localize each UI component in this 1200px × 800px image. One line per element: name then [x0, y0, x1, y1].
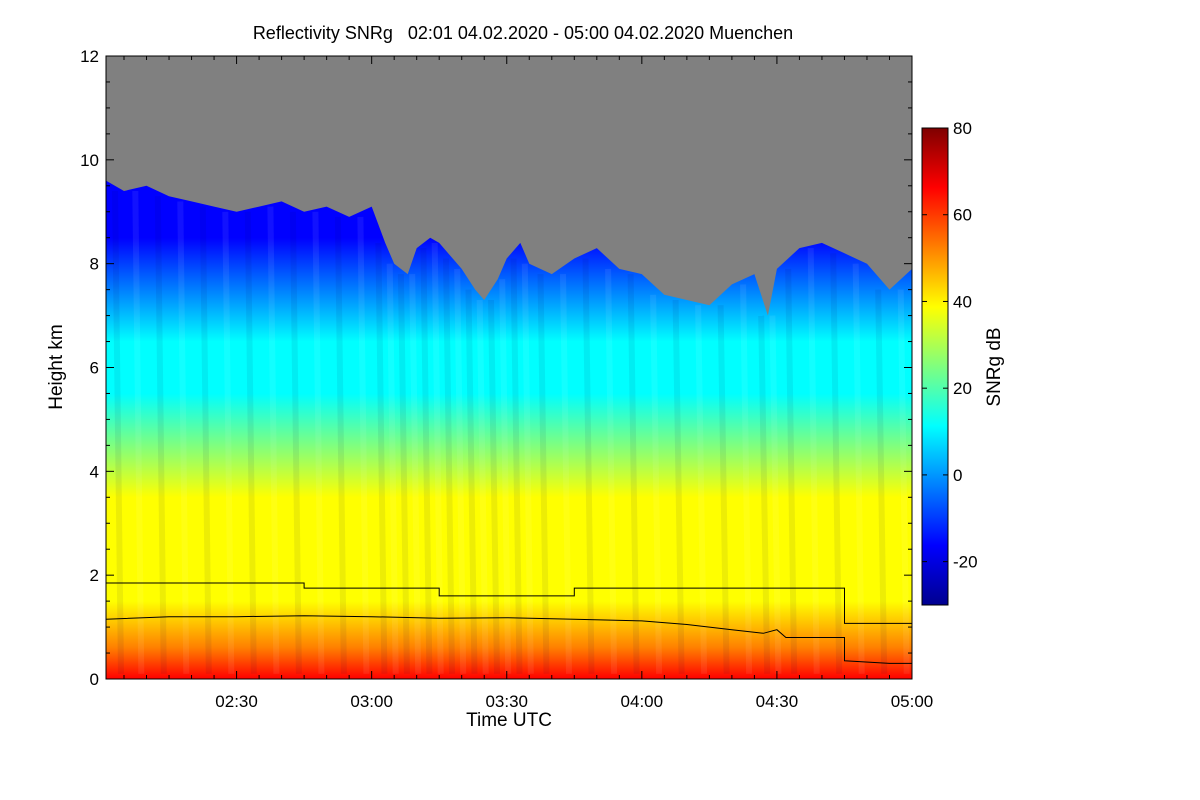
fall-streak — [334, 216, 347, 674]
x-axis: 02:30 03:00 03:30 04:00 04:30 05:00 — [105, 56, 934, 711]
colorbar-tick-label: 80 — [953, 119, 972, 138]
fall-streak — [409, 274, 422, 674]
plot-area — [105, 55, 913, 680]
x-tick-label: 03:30 — [485, 692, 528, 711]
fall-streak — [582, 258, 595, 674]
fall-streak — [312, 211, 325, 674]
fall-streak — [154, 196, 167, 674]
fall-streak — [465, 289, 478, 674]
colorbar-tick-label: 0 — [953, 466, 962, 485]
reflectivity-field — [106, 180, 912, 679]
colorbar-tick-label: 40 — [953, 292, 972, 311]
fall-streak — [132, 190, 145, 674]
fall-streak — [672, 299, 685, 674]
fall-streak — [717, 305, 730, 674]
y-axis-label: Height km — [46, 324, 67, 410]
fall-streak — [560, 274, 572, 674]
fall-streak — [740, 284, 753, 674]
fall-streak — [758, 315, 771, 674]
fall-streak — [244, 211, 257, 674]
fall-streak — [112, 190, 124, 674]
y-tick-label: 0 — [90, 670, 99, 689]
fall-streaks — [112, 190, 910, 674]
colorbar: -20 0 20 40 60 80 SNRg dB — [921, 119, 1005, 606]
fall-streak — [177, 201, 190, 674]
fall-streak — [357, 216, 370, 674]
colorbar-scale — [921, 127, 949, 606]
y-tick-label: 4 — [90, 462, 99, 481]
fall-streak — [537, 274, 550, 674]
fall-streak — [488, 299, 500, 674]
boundary-lines — [106, 582, 912, 664]
fall-streak — [443, 258, 455, 674]
fall-streak — [289, 211, 302, 674]
x-tick-label: 02:30 — [215, 692, 258, 711]
y-tick-label: 12 — [80, 47, 99, 66]
fall-streak — [852, 263, 865, 674]
fall-streak — [420, 248, 433, 674]
colorbar-tick-label: -20 — [953, 553, 978, 572]
colorbar-ticks: -20 0 20 40 60 80 — [922, 119, 978, 572]
series-line — [106, 615, 912, 664]
fall-streak — [476, 299, 489, 674]
fall-streak — [769, 315, 782, 674]
y-tick-label: 10 — [80, 151, 99, 170]
x-tick-label: 05:00 — [891, 692, 934, 711]
fall-streak — [375, 242, 388, 674]
fall-streak — [397, 274, 410, 674]
fall-streak — [431, 242, 444, 674]
y-tick-label: 6 — [90, 359, 99, 378]
fall-streak — [650, 294, 663, 674]
x-tick-label: 03:00 — [350, 692, 393, 711]
series-line — [106, 582, 912, 624]
fall-streak — [199, 206, 212, 674]
colorbar-label: SNRg dB — [984, 327, 1005, 406]
fall-streak — [510, 258, 523, 674]
fall-streak — [222, 211, 235, 674]
chart-title: Reflectivity SNRg 02:01 04.02.2020 - 05:… — [253, 23, 793, 43]
fall-streak — [454, 268, 467, 674]
fall-streak — [897, 289, 910, 674]
y-tick-label: 2 — [90, 566, 99, 585]
x-tick-label: 04:30 — [756, 692, 799, 711]
colorbar-tick-label: 60 — [953, 206, 972, 225]
fall-streak — [807, 248, 820, 674]
y-tick-label: 8 — [90, 255, 99, 274]
colorbar-tick-label: 20 — [953, 379, 972, 398]
x-axis-label: Time UTC — [466, 710, 552, 731]
fall-streak — [521, 263, 534, 674]
x-tick-label: 04:00 — [621, 692, 664, 711]
fall-streak — [605, 268, 618, 674]
fall-streak — [695, 305, 708, 674]
fall-streak — [267, 206, 280, 674]
fall-streak — [875, 289, 888, 674]
fall-streak — [830, 253, 843, 674]
fall-streak — [627, 274, 640, 674]
fall-streak — [499, 279, 512, 674]
fall-streak — [785, 268, 798, 674]
fall-streak — [386, 263, 399, 674]
y-axis: 0 2 4 6 8 10 12 — [80, 47, 912, 689]
